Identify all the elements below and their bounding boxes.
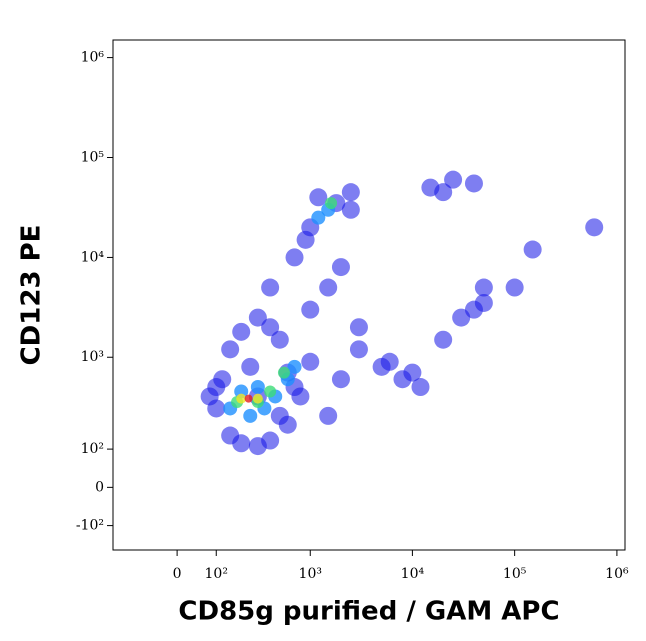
density-point bbox=[277, 366, 290, 379]
y-tick-label: 10⁴ bbox=[81, 249, 105, 265]
y-tick-label: -10² bbox=[76, 518, 104, 534]
x-tick-label: 10² bbox=[205, 566, 228, 582]
density-point bbox=[264, 385, 277, 398]
y-tick-label: 10² bbox=[81, 441, 104, 457]
density-point bbox=[252, 393, 263, 404]
density-point bbox=[285, 248, 304, 267]
density-point bbox=[434, 330, 453, 349]
density-point bbox=[403, 363, 422, 382]
density-point bbox=[287, 359, 302, 374]
density-point bbox=[331, 258, 350, 277]
points bbox=[200, 170, 604, 456]
density-point bbox=[331, 370, 350, 389]
density-point bbox=[341, 200, 360, 219]
density-point bbox=[301, 352, 320, 371]
y-tick-label: 10³ bbox=[81, 349, 104, 365]
density-point bbox=[296, 230, 315, 249]
density-point bbox=[309, 188, 328, 207]
density-point bbox=[221, 340, 240, 359]
density-point bbox=[319, 278, 338, 297]
density-point bbox=[474, 278, 493, 297]
density-point bbox=[241, 357, 260, 376]
x-axis-title: CD85g purified / GAM APC bbox=[178, 597, 559, 627]
density-point bbox=[411, 378, 430, 397]
density-point bbox=[261, 278, 280, 297]
density-point bbox=[270, 406, 289, 425]
density-point bbox=[232, 434, 251, 453]
density-point bbox=[464, 174, 483, 193]
y-tick-label: 10⁵ bbox=[81, 150, 105, 166]
density-point bbox=[380, 352, 399, 371]
density-point bbox=[349, 318, 368, 337]
plot-frame bbox=[112, 39, 626, 551]
y-tick-label: 0 bbox=[95, 479, 104, 495]
x-tick-label: 0 bbox=[173, 566, 182, 582]
density-point bbox=[585, 218, 604, 237]
x-tick-label: 10⁵ bbox=[503, 566, 527, 582]
density-point bbox=[474, 293, 493, 312]
density-point bbox=[234, 384, 249, 399]
y-tick-label: 10⁶ bbox=[81, 50, 105, 66]
density-point bbox=[325, 197, 338, 210]
density-point bbox=[319, 406, 338, 425]
density-point bbox=[261, 431, 280, 450]
density-point bbox=[270, 330, 289, 349]
density-point bbox=[523, 240, 542, 259]
density-point bbox=[505, 278, 524, 297]
density-point bbox=[200, 387, 219, 406]
density-point bbox=[434, 183, 453, 202]
density-point bbox=[261, 318, 280, 337]
density-point bbox=[248, 308, 267, 327]
density-point bbox=[341, 183, 360, 202]
density-point bbox=[250, 380, 265, 395]
density-point bbox=[244, 394, 253, 403]
density-point bbox=[236, 393, 247, 404]
density-point bbox=[444, 170, 463, 189]
y-axis-title: CD123 PE bbox=[17, 225, 47, 366]
density-point bbox=[311, 210, 326, 225]
density-point bbox=[243, 408, 258, 423]
x-tick-label: 10⁶ bbox=[605, 566, 629, 582]
x-tick-label: 10⁴ bbox=[401, 566, 425, 582]
density-point bbox=[301, 300, 320, 319]
density-point bbox=[232, 322, 251, 341]
x-tick-label: 10³ bbox=[299, 566, 322, 582]
density-point bbox=[349, 340, 368, 359]
